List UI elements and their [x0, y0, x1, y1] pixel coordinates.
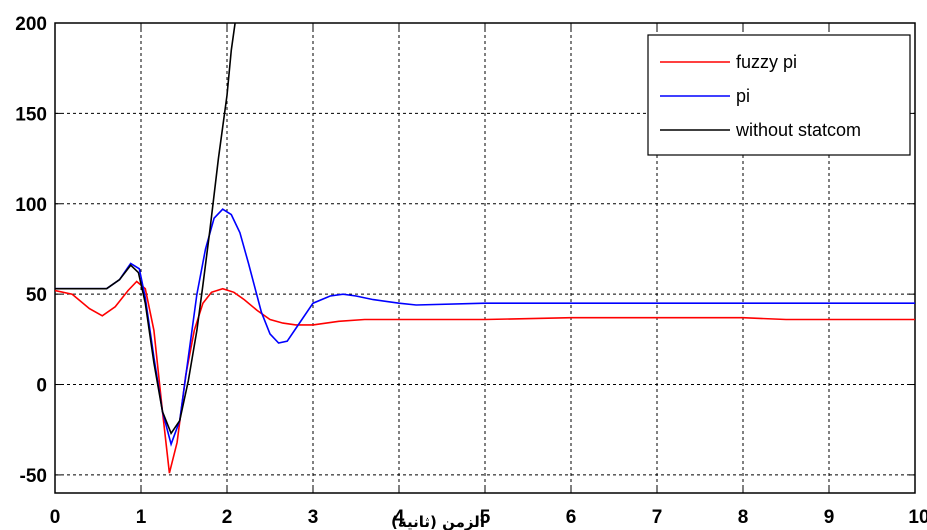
y-tick-label: 0 [36, 376, 47, 397]
x-axis-label: الزمن (ثانية) [391, 513, 485, 530]
legend-label-pi: pi [736, 86, 750, 106]
x-tick-label: 8 [738, 507, 749, 528]
y-tick-label: 200 [15, 14, 47, 35]
legend-label-without-statcom: without statcom [735, 120, 861, 140]
legend-label-fuzzy-pi: fuzzy pi [736, 52, 797, 72]
x-tick-label: 9 [824, 507, 835, 528]
x-tick-label: 10 [908, 507, 927, 528]
y-tick-label: 150 [15, 104, 47, 125]
x-tick-label: 1 [136, 507, 147, 528]
x-tick-label: 7 [652, 507, 663, 528]
x-tick-label: 6 [566, 507, 577, 528]
x-tick-label: 2 [222, 507, 233, 528]
y-tick-label: 50 [26, 285, 47, 306]
x-tick-label: 0 [50, 507, 61, 528]
y-tick-label: -50 [20, 466, 47, 487]
y-tick-label: 100 [15, 195, 47, 216]
x-tick-label: 3 [308, 507, 319, 528]
legend: fuzzy pi pi without statcom [648, 35, 910, 155]
